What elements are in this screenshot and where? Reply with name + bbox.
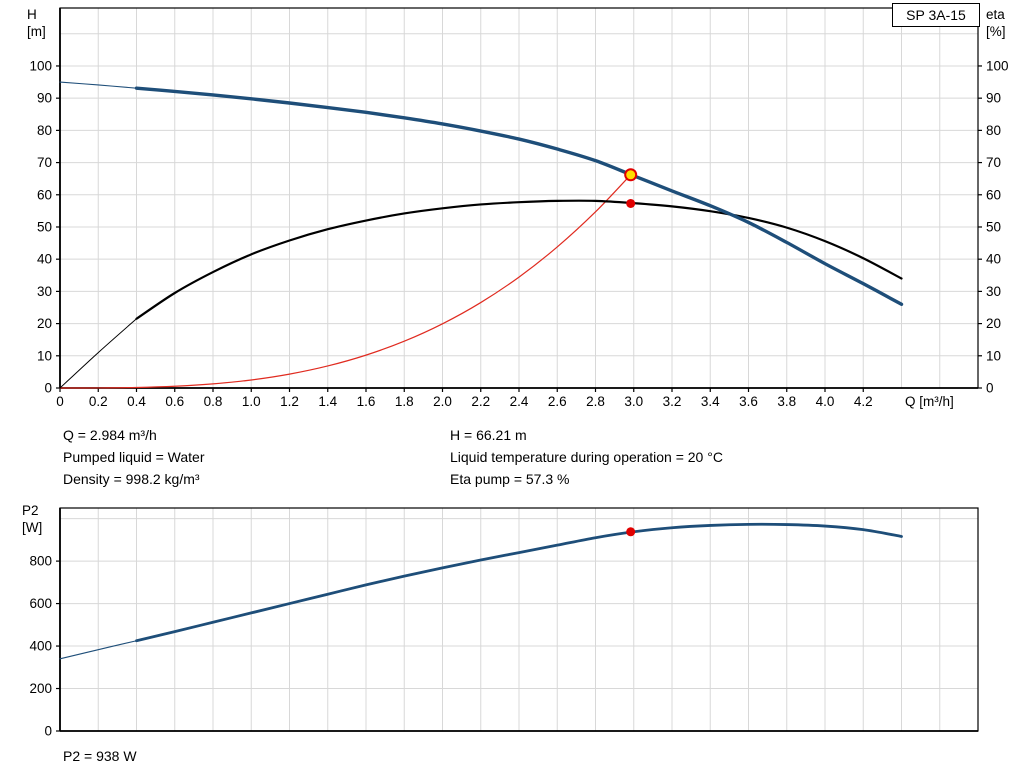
h-axis-label-line2: [m] — [27, 24, 46, 39]
x-tick-label: 3.6 — [739, 394, 758, 409]
q-axis-unit: Q [m³/h] — [905, 394, 954, 409]
h-axis-label-line1: H — [27, 7, 37, 22]
y-tick-label: 0 — [44, 381, 52, 396]
system-curve — [59, 174, 632, 389]
y-tick-label: 800 — [29, 554, 52, 569]
p2-value-label: P2 = 938 W — [63, 748, 137, 764]
x-tick-label: 0.4 — [127, 394, 146, 409]
y-tick-label: 200 — [29, 681, 52, 696]
x-tick-label: 2.6 — [548, 394, 567, 409]
y-tick-label: 40 — [37, 252, 52, 267]
eta-axis-label-line2: [%] — [986, 24, 1006, 39]
y-tick-label: 10 — [37, 348, 52, 363]
x-tick-label: 2.2 — [471, 394, 490, 409]
x-tick-label: 2.4 — [510, 394, 529, 409]
x-tick-label: 3.0 — [624, 394, 643, 409]
eta-tick-label: 70 — [986, 155, 1001, 170]
p2-axis-label-line1: P2 — [22, 503, 39, 518]
y-tick-label: 400 — [29, 639, 52, 654]
x-tick-label: 0.2 — [89, 394, 108, 409]
x-tick-label: 1.8 — [395, 394, 414, 409]
x-tick-label: 1.6 — [357, 394, 376, 409]
liquid-temperature-label: Liquid temperature during operation = 20… — [450, 449, 723, 465]
eta-point-marker — [626, 198, 636, 208]
pump-type-badge: SP 3A-15 — [892, 3, 980, 27]
eta-tick-label: 20 — [986, 316, 1001, 331]
eta-tick-label: 40 — [986, 252, 1001, 267]
y-tick-label: 60 — [37, 187, 52, 202]
eta-tick-label: 100 — [986, 58, 1009, 73]
y-tick-label: 80 — [37, 123, 52, 138]
x-tick-label: 4.0 — [816, 394, 835, 409]
flow-value-label: Q = 2.984 m³/h — [63, 427, 157, 443]
eta-axis-label: eta [%] — [986, 6, 1006, 40]
y-tick-label: 30 — [37, 284, 52, 299]
x-tick-label: 0.8 — [204, 394, 223, 409]
y-tick-label: 50 — [37, 219, 52, 234]
y-tick-label: 100 — [29, 58, 52, 73]
y-tick-label: 90 — [37, 91, 52, 106]
y-tick-label: 600 — [29, 596, 52, 611]
x-tick-label: 1.2 — [280, 394, 299, 409]
x-tick-label: 4.2 — [854, 394, 873, 409]
p2-curve — [135, 522, 903, 643]
x-tick-label: 0 — [56, 394, 64, 409]
eta-tick-label: 30 — [986, 284, 1001, 299]
x-tick-label: 2.0 — [433, 394, 452, 409]
x-tick-label: 3.4 — [701, 394, 720, 409]
x-tick-label: 0.6 — [165, 394, 184, 409]
x-tick-label: 3.2 — [663, 394, 682, 409]
eta-curve — [135, 199, 903, 320]
eta-pump-label: Eta pump = 57.3 % — [450, 471, 570, 487]
h-curve — [134, 86, 904, 306]
h-curve-thin — [59, 81, 138, 89]
h-axis-label: H [m] — [27, 6, 46, 40]
eta-tick-label: 90 — [986, 91, 1001, 106]
y-tick-label: 20 — [37, 316, 52, 331]
x-tick-label: 3.8 — [777, 394, 796, 409]
x-tick-label: 2.8 — [586, 394, 605, 409]
eta-tick-label: 60 — [986, 187, 1001, 202]
eta-tick-label: 0 — [986, 381, 994, 396]
y-tick-label: 0 — [44, 724, 52, 739]
eta-tick-label: 10 — [986, 348, 1001, 363]
eta-axis-label-line1: eta — [986, 7, 1005, 22]
x-tick-label: 1.0 — [242, 394, 261, 409]
eta-tick-label: 50 — [986, 219, 1001, 234]
p2-axis-label: P2 [W] — [22, 502, 42, 536]
p2-axis-label-line2: [W] — [22, 520, 43, 535]
duty-point-marker — [624, 168, 638, 182]
head-value-label: H = 66.21 m — [450, 427, 527, 443]
x-tick-label: 1.4 — [318, 394, 337, 409]
y-tick-label: 70 — [37, 155, 52, 170]
density-label: Density = 998.2 kg/m³ — [63, 471, 200, 487]
p2-point-marker — [626, 527, 636, 537]
eta-tick-label: 80 — [986, 123, 1001, 138]
p2-curve-thin — [59, 640, 138, 660]
pumped-liquid-label: Pumped liquid = Water — [63, 449, 205, 465]
eta-curve-thin — [59, 318, 137, 389]
